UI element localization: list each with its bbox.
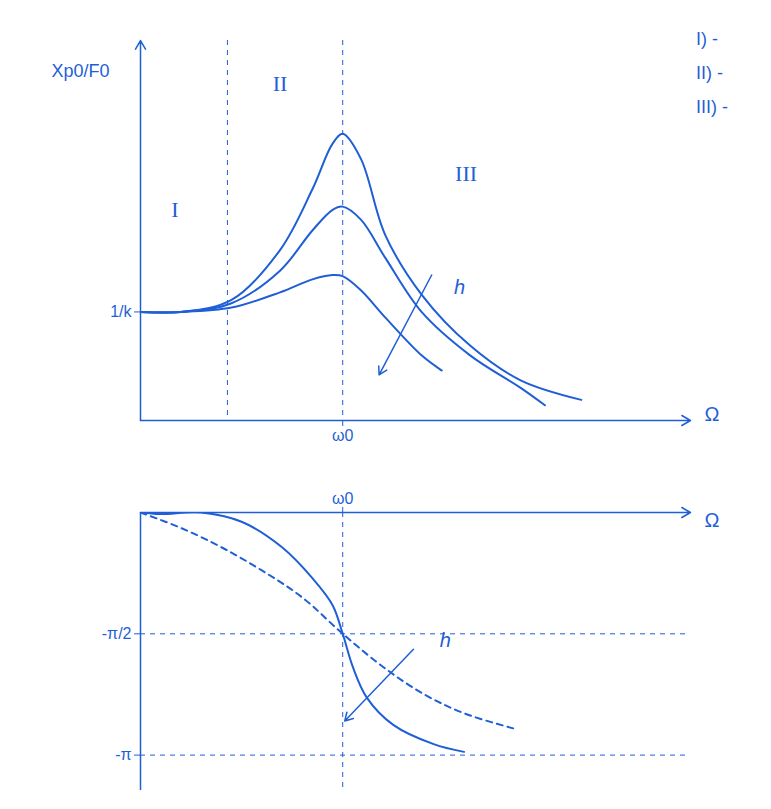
html-text:III) -: III) -: [696, 97, 728, 117]
svg-text:II: II: [273, 71, 288, 96]
svg-text:-π/2: -π/2: [102, 625, 132, 642]
svg-text:Xp0/F0: Xp0/F0: [51, 61, 109, 81]
svg-text:ω0: ω0: [332, 490, 353, 507]
svg-text:1/k: 1/k: [110, 303, 132, 320]
svg-text:h: h: [440, 629, 451, 651]
svg-text:-π: -π: [115, 746, 131, 763]
svg-text:Ω: Ω: [705, 403, 720, 425]
html-text:II) -: II) -: [696, 63, 723, 83]
svg-text:Ω: Ω: [705, 509, 720, 531]
svg-text:ω0: ω0: [332, 427, 353, 444]
svg-text:h: h: [454, 276, 465, 298]
html-text:I) -: I) -: [696, 29, 718, 49]
svg-text:I: I: [171, 197, 178, 222]
svg-text:III: III: [455, 161, 477, 186]
